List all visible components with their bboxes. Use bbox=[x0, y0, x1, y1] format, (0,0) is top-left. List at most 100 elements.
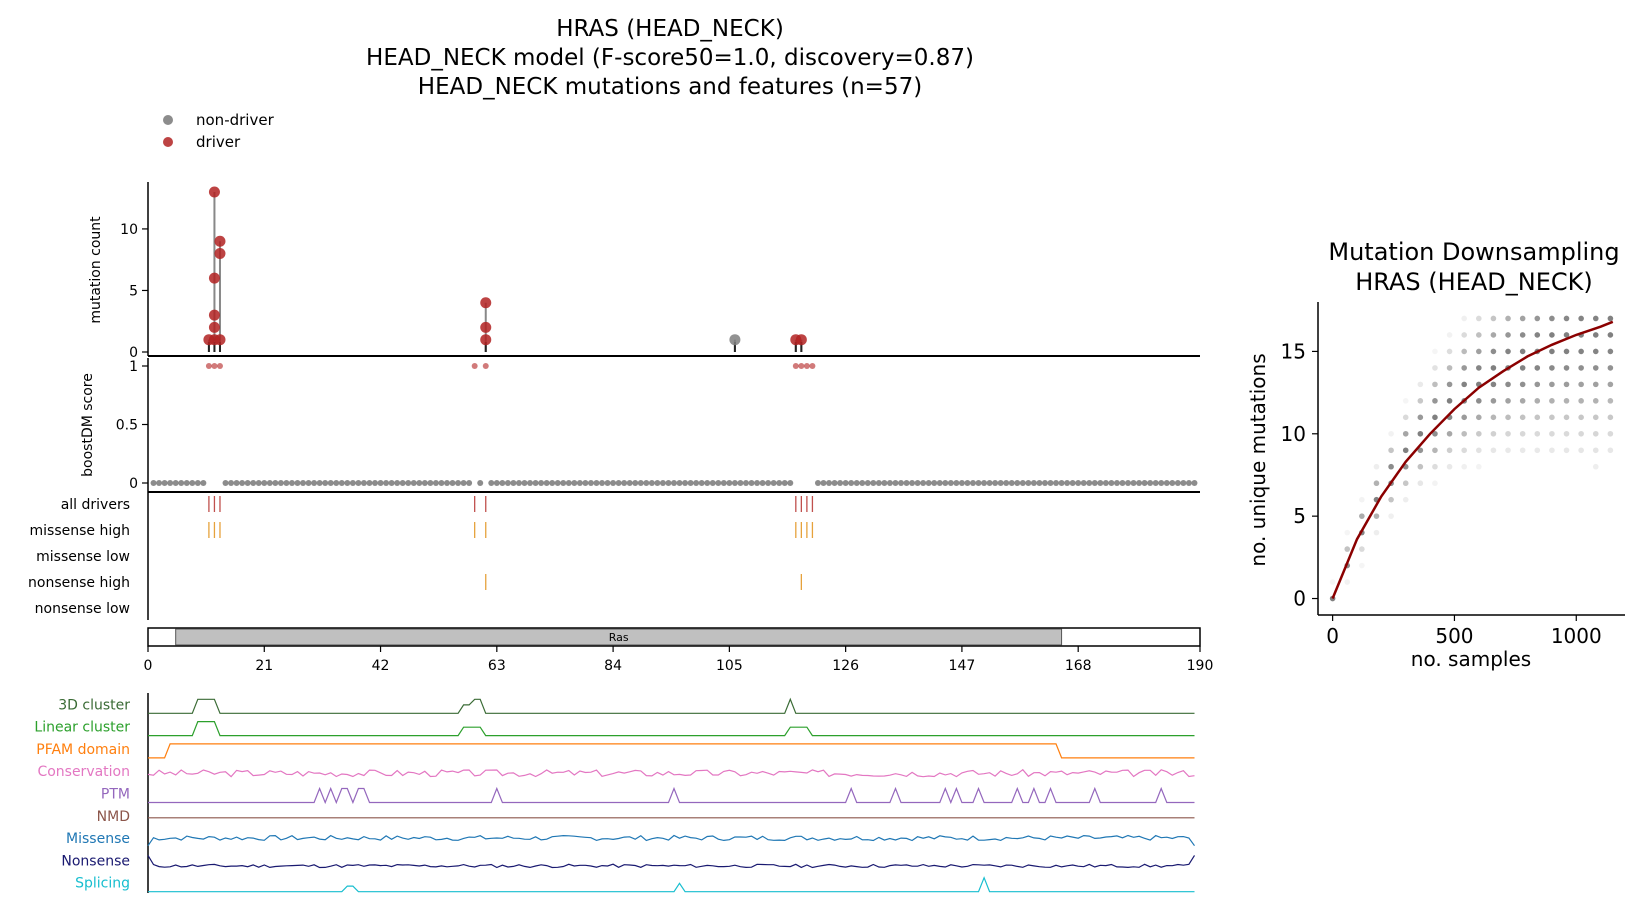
boostdm-baseline-point bbox=[360, 480, 367, 486]
downsampling-point bbox=[1592, 447, 1599, 454]
boostdm-baseline-point bbox=[903, 480, 910, 486]
boostdm-baseline-point bbox=[261, 480, 268, 486]
boostdm-baseline-point bbox=[432, 480, 439, 486]
boostdm-baseline-point bbox=[1069, 480, 1076, 486]
downsampling-point bbox=[1563, 315, 1570, 322]
downsampling-point bbox=[1446, 398, 1453, 404]
lollipop-y-label: mutation count bbox=[88, 216, 104, 324]
boostdm-baseline-point bbox=[654, 480, 661, 486]
boostdm-baseline-point bbox=[1091, 480, 1098, 486]
feature-label: PFAM domain bbox=[36, 742, 130, 758]
boostdm-baseline-point bbox=[322, 480, 329, 486]
boostdm-baseline-point bbox=[621, 480, 628, 486]
boostdm-baseline-point bbox=[992, 480, 999, 486]
lollipop-marks bbox=[203, 186, 807, 352]
downsampling-point bbox=[1549, 414, 1555, 421]
downsampling-point bbox=[1490, 447, 1497, 454]
boostdm-baseline-point bbox=[239, 480, 246, 486]
legend-driver-label: driver bbox=[196, 133, 241, 151]
lollipop-driver-point bbox=[214, 334, 226, 346]
boostdm-baseline-point bbox=[377, 480, 384, 486]
downsampling-point bbox=[1592, 463, 1599, 470]
downsampling-point bbox=[1563, 332, 1570, 338]
downsampling-point bbox=[1563, 348, 1570, 355]
downsampling-point bbox=[1446, 332, 1453, 338]
boostdm-baseline-point bbox=[538, 480, 545, 486]
boostdm-high-point bbox=[205, 363, 212, 369]
downsampling-x-tick-label: 500 bbox=[1435, 624, 1473, 648]
downsampling-point bbox=[1388, 430, 1394, 437]
boostdm-axes: boostDM score 00.51 bbox=[80, 358, 1200, 493]
downsampling-point bbox=[1505, 381, 1511, 388]
downsampling-point bbox=[1534, 365, 1541, 371]
boostdm-baseline-point bbox=[150, 480, 157, 486]
downsampling-point bbox=[1446, 447, 1453, 454]
downsampling-point bbox=[1417, 381, 1424, 388]
boostdm-baseline-point bbox=[460, 480, 467, 486]
lollipop-y-tick-label: 5 bbox=[129, 283, 138, 299]
feature-label: Nonsense bbox=[61, 853, 130, 869]
boostdm-baseline-point bbox=[814, 480, 821, 486]
downsampling-point bbox=[1607, 381, 1614, 388]
boostdm-high-point bbox=[792, 363, 799, 369]
boostdm-baseline-point bbox=[759, 480, 766, 486]
downsampling-point bbox=[1373, 513, 1380, 519]
downsampling-point bbox=[1534, 381, 1541, 388]
downsampling-point bbox=[1607, 414, 1614, 421]
driver-tracks: all drivers missense high missense low nons… bbox=[28, 492, 814, 620]
downsampling-point bbox=[1461, 365, 1467, 371]
feature-series-line bbox=[148, 786, 1195, 805]
boostdm-baseline-point bbox=[571, 480, 578, 486]
downsampling-chart: Mutation Downsampling HRAS (HEAD_NECK) n… bbox=[1246, 238, 1625, 671]
feature-label: NMD bbox=[97, 809, 130, 825]
downsampling-point bbox=[1417, 463, 1424, 470]
domain-x-tick-label: 63 bbox=[488, 658, 506, 674]
downsampling-point bbox=[1476, 463, 1482, 470]
downsampling-point bbox=[1432, 430, 1438, 437]
boostdm-baseline-point bbox=[167, 480, 174, 486]
boostdm-baseline-point bbox=[1086, 480, 1093, 486]
downsampling-x-label: no. samples bbox=[1411, 647, 1531, 671]
domain-x-tick-label: 84 bbox=[604, 658, 622, 674]
boostdm-baseline-point bbox=[942, 480, 949, 486]
boostdm-baseline-point bbox=[189, 480, 196, 486]
downsampling-point bbox=[1607, 398, 1614, 404]
downsampling-point bbox=[1563, 414, 1570, 421]
downsampling-point bbox=[1549, 348, 1555, 355]
downsampling-point bbox=[1461, 332, 1467, 338]
boostdm-baseline-point bbox=[172, 480, 179, 486]
domain-x-tick-label: 105 bbox=[716, 658, 743, 674]
boostdm-baseline-point bbox=[576, 480, 583, 486]
boostdm-baseline-point bbox=[161, 480, 168, 486]
lollipop-driver-point bbox=[208, 321, 220, 333]
boostdm-baseline-point bbox=[1125, 480, 1132, 486]
boostdm-baseline-point bbox=[1108, 480, 1115, 486]
downsampling-point bbox=[1461, 381, 1467, 388]
downsampling-point bbox=[1578, 398, 1584, 404]
boostdm-baseline-point bbox=[693, 480, 700, 486]
downsampling-point bbox=[1373, 463, 1380, 470]
boostdm-baseline-point bbox=[1003, 480, 1010, 486]
domain-axis: Ras 0 21 42 63 84 105 126 147 168 190 bbox=[144, 627, 1213, 674]
downsampling-point bbox=[1359, 496, 1365, 503]
boostdm-baseline-point bbox=[1102, 480, 1109, 486]
boostdm-baseline-point bbox=[449, 480, 456, 486]
boostdm-baseline-point bbox=[527, 480, 534, 486]
downsampling-point bbox=[1388, 513, 1394, 519]
boostdm-baseline-point bbox=[427, 480, 434, 486]
boostdm-baseline-point bbox=[1097, 480, 1104, 486]
boostdm-baseline-point bbox=[931, 480, 938, 486]
lollipop-driver-point bbox=[214, 235, 226, 247]
boostdm-baseline-point bbox=[1191, 480, 1198, 486]
boostdm-baseline-point bbox=[731, 480, 738, 486]
boostdm-baseline-point bbox=[1147, 480, 1154, 486]
boostdm-baseline-point bbox=[294, 480, 301, 486]
downsampling-point bbox=[1549, 315, 1555, 322]
downsampling-point bbox=[1505, 315, 1511, 322]
boostdm-baseline-point bbox=[975, 480, 982, 486]
boostdm-high-point bbox=[809, 363, 816, 369]
boostdm-baseline-point bbox=[643, 480, 650, 486]
boostdm-baseline-point bbox=[909, 480, 916, 486]
domain-x-tick-label: 168 bbox=[1065, 658, 1092, 674]
boostdm-baseline-point bbox=[687, 480, 694, 486]
